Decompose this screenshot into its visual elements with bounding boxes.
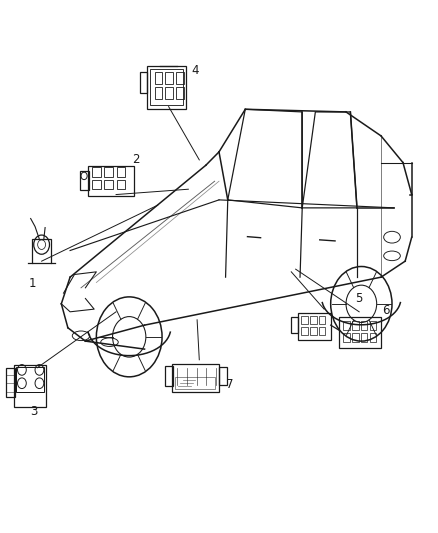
Bar [88,166,134,196]
Bar [175,377,215,389]
Bar [301,316,308,324]
Text: 2: 2 [132,154,140,166]
Bar [310,316,317,324]
Bar [352,321,359,330]
Bar [176,87,184,99]
Bar [155,87,162,99]
Bar [147,66,186,109]
Text: 4: 4 [191,64,199,77]
Text: 6: 6 [381,304,389,317]
Bar [104,180,113,189]
Bar [165,87,173,99]
Bar [165,72,173,84]
Bar [343,333,350,342]
Bar [140,72,147,93]
Bar [310,327,317,335]
Text: 7: 7 [226,378,234,391]
Bar [301,327,308,335]
Bar [155,72,162,84]
Text: 3: 3 [31,405,38,418]
Bar [6,368,15,397]
Bar [14,365,46,407]
Bar [172,364,219,392]
Bar [80,171,89,190]
Bar [32,239,51,263]
Bar [104,167,113,177]
Bar [319,316,325,324]
Bar [352,333,359,342]
Bar [117,167,125,177]
Bar [370,321,376,330]
Bar [361,333,367,342]
Bar [370,333,376,342]
Bar [176,72,184,84]
Bar [319,327,325,335]
Bar [298,313,331,340]
Bar [339,317,381,348]
Bar [16,367,44,392]
Text: 1: 1 [29,277,37,290]
Bar [117,180,125,189]
Bar [219,367,227,385]
Bar [92,180,101,189]
Text: 5: 5 [356,292,363,305]
Bar [150,69,183,105]
Bar [165,366,173,386]
Bar [343,321,350,330]
Bar [361,321,367,330]
Bar [291,317,298,333]
Bar [92,167,101,177]
